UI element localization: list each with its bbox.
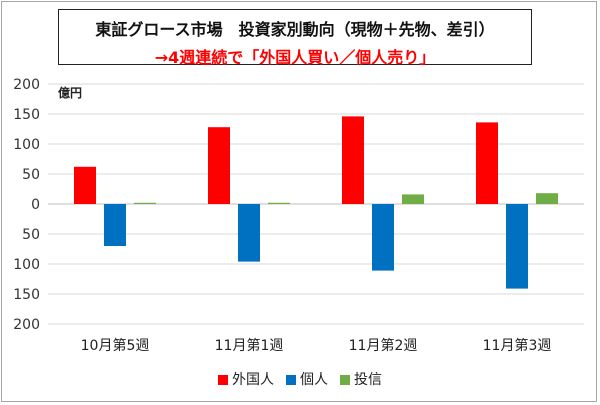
legend: 外国人 個人 投信 <box>0 369 600 389</box>
x-tick-label: 11月第1週 <box>215 337 284 354</box>
y-tick-label: 200 <box>13 77 40 93</box>
legend-swatch <box>340 375 350 385</box>
y-tick-label: 200 <box>13 317 40 333</box>
legend-item: 外国人 <box>218 369 274 389</box>
legend-item: 個人 <box>286 369 328 389</box>
bar-trust <box>134 202 156 204</box>
legend-label: 投信 <box>354 372 382 388</box>
x-tick-label: 11月第2週 <box>349 337 418 354</box>
y-tick-label: 100 <box>13 137 40 153</box>
legend-label: 外国人 <box>232 372 274 388</box>
legend-label: 個人 <box>300 372 328 388</box>
chart-title: 東証グロース市場 投資家別動向（現物＋先物、差引） <box>95 20 495 39</box>
bar-individual <box>506 204 528 289</box>
x-tick-label: 10月第5週 <box>81 337 150 354</box>
bar-trust <box>536 193 558 204</box>
y-tick-label: 150 <box>13 107 40 123</box>
y-axis-unit: 億円 <box>58 85 82 100</box>
bar-trust <box>268 202 290 204</box>
bar-foreign <box>74 166 96 204</box>
bar-individual <box>104 204 126 246</box>
y-tick-label: 100 <box>13 257 40 273</box>
y-tick-label: 50 <box>22 167 40 183</box>
y-tick-label: 0 <box>31 197 40 213</box>
y-tick-label: 50 <box>22 227 40 243</box>
bar-individual <box>372 204 394 271</box>
bar-trust <box>402 194 424 204</box>
bar-individual <box>238 204 260 262</box>
title-box: 東証グロース市場 投資家別動向（現物＋先物、差引） →4週連続で「外国人買い／個… <box>58 9 532 67</box>
bar-foreign <box>476 122 498 204</box>
legend-item: 投信 <box>340 369 382 389</box>
x-tick-label: 11月第3週 <box>483 337 552 354</box>
chart-subtitle: →4週連続で「外国人買い／個人売り」 <box>154 48 436 67</box>
bar-foreign <box>342 116 364 204</box>
bar-foreign <box>208 127 230 204</box>
y-tick-label: 150 <box>13 287 40 303</box>
legend-swatch <box>286 375 296 385</box>
legend-swatch <box>218 375 228 385</box>
